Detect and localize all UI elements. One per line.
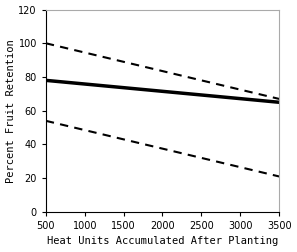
Y-axis label: Percent Fruit Retention: Percent Fruit Retention (6, 39, 15, 183)
X-axis label: Heat Units Accumulated After Planting: Heat Units Accumulated After Planting (47, 236, 278, 246)
